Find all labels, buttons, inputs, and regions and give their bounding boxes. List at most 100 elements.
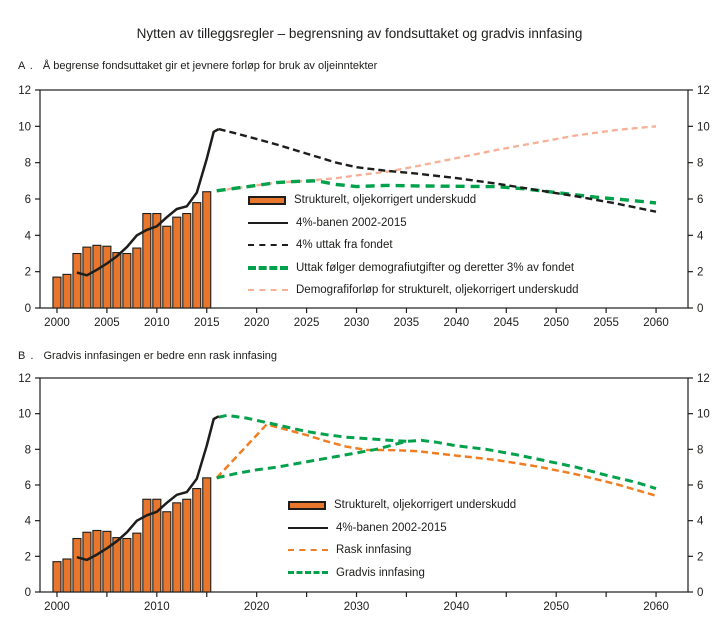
bar-2004: [92, 529, 102, 593]
x-tick-label: 2015: [194, 317, 220, 329]
bar-2004: [92, 244, 102, 309]
legend-label: Uttak følger demografiutgifter og derett…: [296, 261, 575, 274]
bar-2002: [72, 252, 82, 309]
y-tick-label: 8: [25, 444, 31, 456]
chart-b: 0 0 2 2 4 4 6 6 8 8 10 10 12 12 2000 2010 2020 2030 2040 20…: [0, 370, 719, 620]
y-tick-label-right: 4: [697, 516, 704, 528]
y-tick-label-right: 12: [697, 373, 710, 385]
bar-2010: [152, 498, 162, 593]
x-tick-label: 2000: [44, 601, 70, 613]
y-tick-label-right: 4: [697, 230, 704, 242]
legend-item-4-banen-2002-2015: 4%-banen 2002-2015: [248, 212, 579, 235]
y-tick-label: 8: [25, 158, 31, 170]
legend-label: 4%-banen 2002-2015: [336, 521, 447, 534]
bar-2009: [142, 212, 152, 309]
bar-2003: [82, 531, 92, 593]
bar-2006: [112, 537, 122, 593]
y-tick-label: 0: [25, 587, 31, 599]
series-gradvis-innfasing-vre-gren: [218, 413, 407, 443]
x-tick-label: 2045: [493, 317, 519, 329]
legend-line-swatch-icon: [288, 526, 328, 529]
x-tick-label: 2055: [593, 317, 619, 329]
x-tick-label: 2025: [294, 317, 320, 329]
bar-2013: [182, 498, 192, 593]
bar-2000: [52, 276, 62, 309]
panel-b-title: Gradvis innfasingen er bedre enn rask in…: [43, 350, 278, 362]
panel-a-label: A . Å begrense fondsuttaket gir et jevner…: [18, 60, 377, 72]
y-tick-label: 10: [18, 409, 31, 421]
legend-label: Strukturelt, oljekorrigert underskudd: [294, 194, 477, 207]
legend-label: 4%-banen 2002-2015: [296, 216, 407, 229]
x-tick-label: 2060: [643, 317, 669, 329]
legend-label: Demografiforløp for strukturelt, oljekor…: [296, 284, 579, 297]
y-tick-label: 2: [25, 267, 31, 279]
x-tick-label: 2050: [543, 317, 569, 329]
x-tick-label: 2040: [444, 601, 470, 613]
x-tick-label: 2040: [444, 317, 470, 329]
series-gradvis-innfasing: [216, 438, 657, 491]
x-tick-label: 2035: [394, 317, 420, 329]
x-tick-label: 2030: [344, 601, 370, 613]
y-tick-label: 6: [25, 480, 31, 492]
chart-a-legend: Strukturelt, oljekorrigert underskudd 4%-…: [248, 189, 579, 302]
y-tick-label-right: 6: [697, 480, 703, 492]
legend-label: Rask innfasing: [336, 544, 412, 557]
legend-bar-swatch-icon: [288, 500, 326, 510]
bar-2002: [72, 537, 82, 593]
bar-2008: [132, 247, 142, 309]
legend-label: 4% uttak fra fondet: [296, 239, 393, 252]
legend-item-4-uttak-fra-fondet: 4% uttak fra fondet: [248, 234, 579, 257]
y-tick-label: 12: [18, 373, 31, 385]
bar-2000: [52, 561, 62, 593]
y-tick-label-right: 12: [697, 85, 710, 97]
chart-a: 0 0 2 2 4 4 6 6 8 8 10 10 12 12 2000 2005 2010 2015 2020 20…: [0, 82, 719, 332]
x-tick-label: 2020: [244, 601, 270, 613]
figure-title: Nytten av tilleggsregler – begrensning a…: [136, 26, 583, 41]
x-tick-label: 2030: [344, 317, 370, 329]
panel-b-label: B . Gradvis innfasingen er bedre enn rask…: [18, 350, 277, 362]
legend-line-swatch-icon: [248, 289, 288, 292]
bar-2010: [152, 212, 162, 309]
bar-2007: [122, 537, 132, 593]
x-tick-label: 2060: [643, 601, 669, 613]
legend-item-demografiforl-p-for-strukturelt-oljekorrigert-underskudd: Demografiforløp for strukturelt, oljekor…: [248, 279, 579, 302]
x-tick-label: 2005: [94, 317, 120, 329]
y-tick-label: 4: [25, 230, 32, 242]
legend-item-rask-innfasing: Rask innfasing: [288, 539, 516, 562]
y-tick-label: 10: [18, 121, 31, 133]
y-tick-label: 0: [25, 303, 31, 315]
y-tick-label-right: 10: [697, 121, 710, 133]
bar-2006: [112, 252, 122, 309]
y-tick-label-right: 0: [697, 303, 703, 315]
series-rask-innfasing: [215, 423, 657, 497]
x-tick-label: 2000: [44, 317, 70, 329]
legend-label: Gradvis innfasing: [336, 566, 425, 579]
series-4-uttak-fra-fondet: [218, 127, 657, 213]
bar-2007: [122, 252, 132, 309]
y-tick-label-right: 0: [697, 587, 703, 599]
panel-b-letter: B .: [18, 350, 35, 362]
bar-2003: [82, 246, 92, 309]
series-uttak-f-lger-demografiutgifter-og-deretter-3-av-fondet: [216, 179, 657, 205]
y-tick-label-right: 8: [697, 444, 703, 456]
y-tick-label-right: 10: [697, 409, 710, 421]
panel-a-title: Å begrense fondsuttaket gir et jevnere f…: [42, 60, 378, 72]
bar-2014: [192, 488, 202, 593]
legend-line-swatch-icon: [248, 244, 288, 247]
legend-item-uttak-f-lger-demografiutgifter-og-deretter-3-av-fondet: Uttak følger demografiutgifter og derett…: [248, 257, 579, 280]
chart-b-plot: 0 0 2 2 4 4 6 6 8 8 10 10 12 12 2000 2010 2020 2030 2040 20…: [18, 373, 710, 613]
legend-item-gradvis-innfasing: Gradvis innfasing: [288, 562, 516, 585]
y-tick-label-right: 2: [697, 551, 703, 563]
legend-line-swatch-icon: [288, 549, 328, 552]
chart-a-plot: 0 0 2 2 4 4 6 6 8 8 10 10 12 12 2000 2005 2010 2015 2020 20…: [18, 85, 710, 329]
series-4-banen-2002-2015: [76, 128, 220, 277]
legend-line-swatch-icon: [288, 571, 328, 575]
bar-2011: [162, 225, 172, 309]
bar-2001: [62, 273, 72, 309]
series-demografiforl-p-for-strukturelt-oljekorrigert-underskudd: [216, 125, 657, 192]
bar-2012: [172, 502, 182, 593]
legend-item-4-banen-2002-2015: 4%-banen 2002-2015: [288, 517, 516, 540]
bar-2009: [142, 498, 152, 593]
chart-b-legend: Strukturelt, oljekorrigert underskudd 4%-…: [288, 494, 516, 584]
legend-line-swatch-icon: [248, 265, 288, 270]
